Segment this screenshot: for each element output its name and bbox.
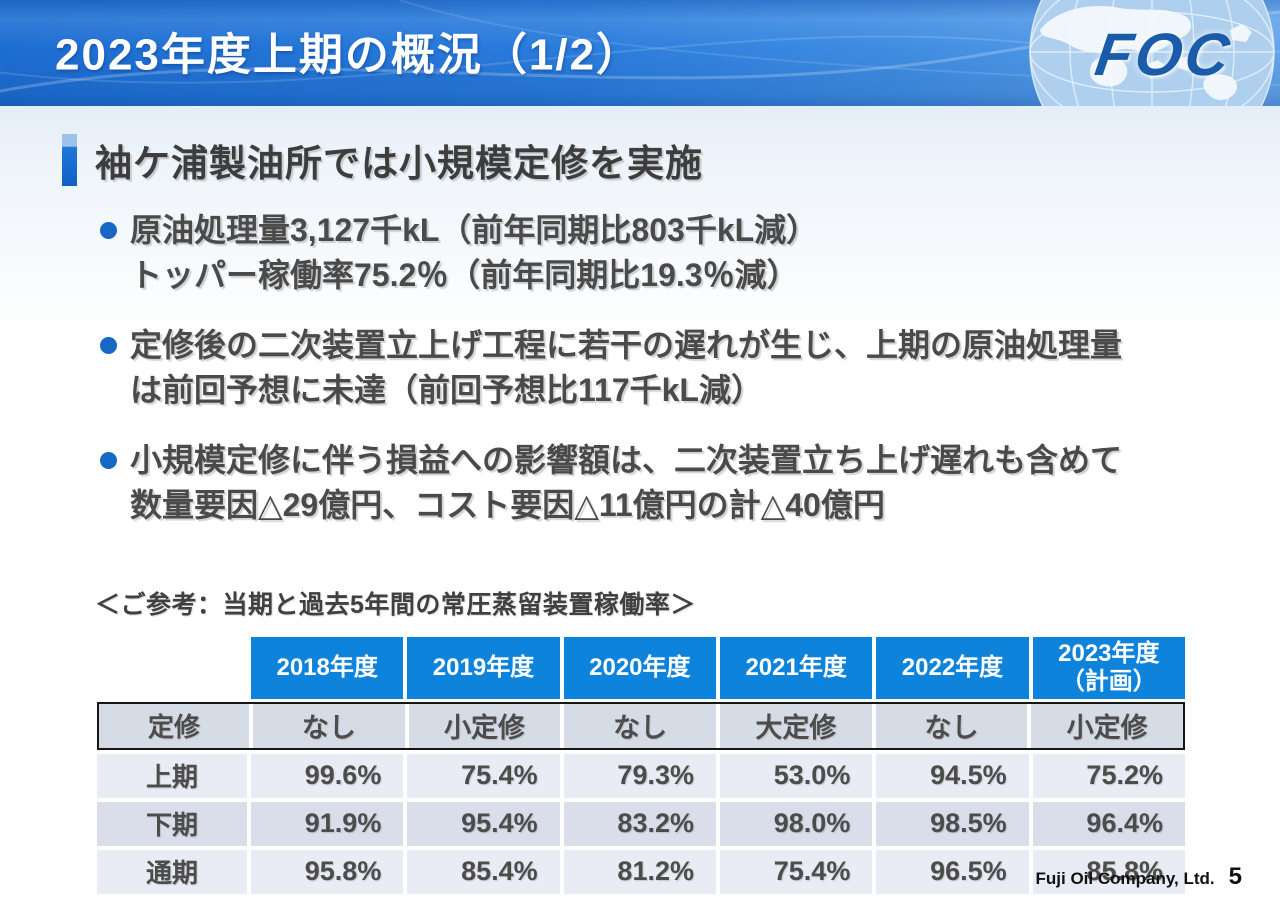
slide-content: 袖ケ浦製油所では小規模定修を実施 原油処理量3,127千kL（前年同期比803千…: [0, 132, 1280, 894]
bullet-line: 数量要因△29億円、コスト要因△11億円の計△40億円: [130, 487, 885, 524]
table-cell: なし: [875, 703, 1028, 748]
table-cell: 75.2%: [1032, 753, 1185, 798]
bullet-line: 小規模定修に伴う損益への影響額は、二次装置立ち上げ遅れも含めて: [130, 441, 1123, 478]
table-row-second-half: 下期 91.9% 95.4% 83.2% 98.0% 98.5% 96.4%: [97, 801, 1185, 846]
table-cell: 53.0%: [719, 753, 873, 798]
page-title: 2023年度上期の概況（1/2）: [55, 30, 643, 80]
table-col-header: 2019年度: [407, 636, 560, 699]
table-cell: 75.4%: [719, 849, 873, 894]
row-label: 下期: [97, 801, 247, 846]
table-cell: 大定修: [720, 703, 872, 748]
table-cell: 85.8%: [1032, 849, 1185, 894]
bullet-line: は前回予想に未達（前回予想比117千kL減）: [130, 372, 763, 409]
table-caption: ＜ご参考：当期と過去5年間の常圧蒸留装置稼働率＞: [95, 590, 696, 619]
table-col-header-plan-line2: （計画）: [1060, 667, 1157, 695]
row-label: 通期: [97, 849, 247, 894]
globe-icon: [1029, 0, 1275, 106]
utilization-table: 2018年度 2019年度 2020年度 2021年度 2022年度 2023年…: [97, 636, 1185, 894]
table-cell: 81.2%: [563, 849, 716, 894]
table-cell: 91.9%: [251, 801, 404, 846]
table-cell: なし: [564, 703, 716, 748]
table-cell: なし: [253, 703, 405, 748]
bullet-text: 定修後の二次装置立上げ工程に若干の遅れが生じ、上期の原油処理量 は前回予想に未達…: [130, 323, 1122, 414]
table-col-header: 2022年度: [876, 636, 1029, 699]
slide-header: 2023年度上期の概況（1/2） FOC: [0, 0, 1280, 106]
table-cell: 小定修: [408, 703, 561, 748]
table-row-first-half: 上期 99.6% 75.4% 79.3% 53.0% 94.5% 75.2%: [97, 753, 1185, 798]
table-row-teiki: 定修 なし 小定修 なし 大定修 なし 小定修: [97, 701, 1185, 750]
slide-footer: Fuji Oil Company, Ltd. 5: [1036, 863, 1242, 891]
table-corner-cell: [97, 637, 247, 699]
bullet-icon: [100, 336, 117, 354]
bullet-text: 小規模定修に伴う損益への影響額は、二次装置立ち上げ遅れも含めて 数量要因△29億…: [130, 438, 1122, 529]
foc-logo: FOC: [1091, 21, 1237, 88]
bullet-line: 原油処理量3,127千kL（前年同期比803千kL減）: [130, 212, 819, 248]
section-heading-text: 袖ケ浦製油所では小規模定修を実施: [95, 143, 703, 184]
table-row-full-year: 通期 95.8% 85.4% 81.2% 75.4% 96.5% 85.8%: [97, 849, 1185, 894]
table-cell: 85.4%: [407, 849, 560, 894]
table-col-header-plan: 2023年度 （計画）: [1032, 636, 1185, 699]
table-cell: 98.5%: [876, 801, 1029, 846]
table-cell: 小定修: [1031, 703, 1183, 748]
table-cell: 96.4%: [1032, 801, 1185, 846]
bullet-item-profit-impact: 小規模定修に伴う損益への影響額は、二次装置立ち上げ遅れも含めて 数量要因△29億…: [62, 438, 1240, 529]
section-heading: 袖ケ浦製油所では小規模定修を実施: [62, 132, 1240, 188]
table-cell: 98.0%: [719, 801, 873, 846]
table-cell: 79.3%: [563, 753, 716, 798]
page-number: 5: [1228, 863, 1242, 890]
section-marker-bar: [62, 134, 77, 186]
bullet-list: 原油処理量3,127千kL（前年同期比803千kL減） トッパー稼働率75.2％…: [62, 208, 1240, 529]
table-cell: 83.2%: [563, 801, 716, 846]
table-col-header-plan-line1: 2023年度: [1058, 640, 1160, 668]
table-cell: 75.4%: [407, 753, 560, 798]
row-label: 定修: [99, 703, 249, 748]
bullet-line: トッパー稼働率75.2％（前年同期比19.3％減）: [130, 257, 799, 294]
bullet-icon: [100, 222, 117, 239]
table-cell: 96.5%: [876, 849, 1029, 894]
table-cell: 95.8%: [251, 849, 404, 894]
table-cell: 94.5%: [876, 753, 1029, 798]
table-col-header: 2020年度: [563, 636, 716, 699]
table-header-row: 2018年度 2019年度 2020年度 2021年度 2022年度 2023年…: [97, 636, 1185, 699]
row-label: 上期: [97, 753, 247, 798]
table-col-header: 2018年度: [251, 636, 404, 699]
bullet-item-startup-delay: 定修後の二次装置立上げ工程に若干の遅れが生じ、上期の原油処理量 は前回予想に未達…: [62, 323, 1240, 414]
footer-company-name: Fuji Oil Company, Ltd.: [1035, 869, 1215, 888]
table-col-header: 2021年度: [719, 636, 873, 699]
table-cell: 95.4%: [407, 801, 560, 846]
bullet-text: 原油処理量3,127千kL（前年同期比803千kL減） トッパー稼働率75.2％…: [130, 208, 818, 299]
bullet-line: 定修後の二次装置立上げ工程に若干の遅れが生じ、上期の原油処理量: [130, 326, 1123, 363]
bullet-item-crude-throughput: 原油処理量3,127千kL（前年同期比803千kL減） トッパー稼働率75.2％…: [62, 208, 1240, 299]
table-cell: 99.6%: [251, 753, 404, 798]
bullet-icon: [100, 451, 117, 469]
